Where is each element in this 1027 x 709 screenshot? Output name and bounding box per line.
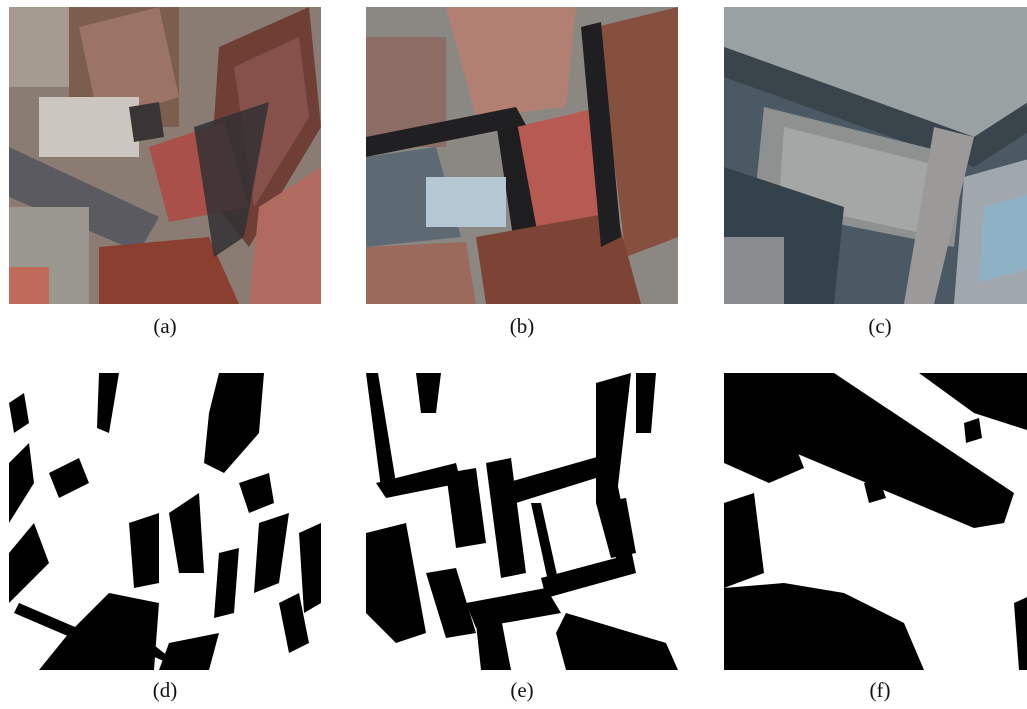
shadow-mask-d [9,373,321,670]
aerial-image-b [366,7,678,304]
caption-b: (b) [509,314,535,338]
caption-f: (f) [869,678,891,702]
caption-d: (d) [152,678,178,702]
caption-a: (a) [153,314,177,338]
shadow-mask-e [366,373,678,670]
aerial-image-a [9,7,321,304]
caption-e: (e) [510,678,534,702]
caption-c: (c) [868,314,892,338]
aerial-image-c [724,7,1027,304]
shadow-mask-f [724,373,1027,670]
